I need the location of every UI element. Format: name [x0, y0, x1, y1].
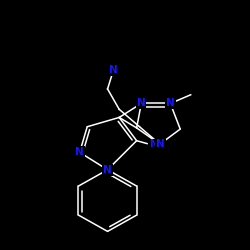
Text: NH: NH	[150, 138, 166, 148]
Text: N: N	[137, 98, 146, 108]
Text: N: N	[109, 65, 118, 75]
Text: 2: 2	[160, 143, 164, 149]
Text: N: N	[156, 139, 164, 149]
Text: N: N	[166, 98, 175, 108]
Text: N: N	[75, 147, 84, 157]
Text: N: N	[103, 165, 112, 175]
